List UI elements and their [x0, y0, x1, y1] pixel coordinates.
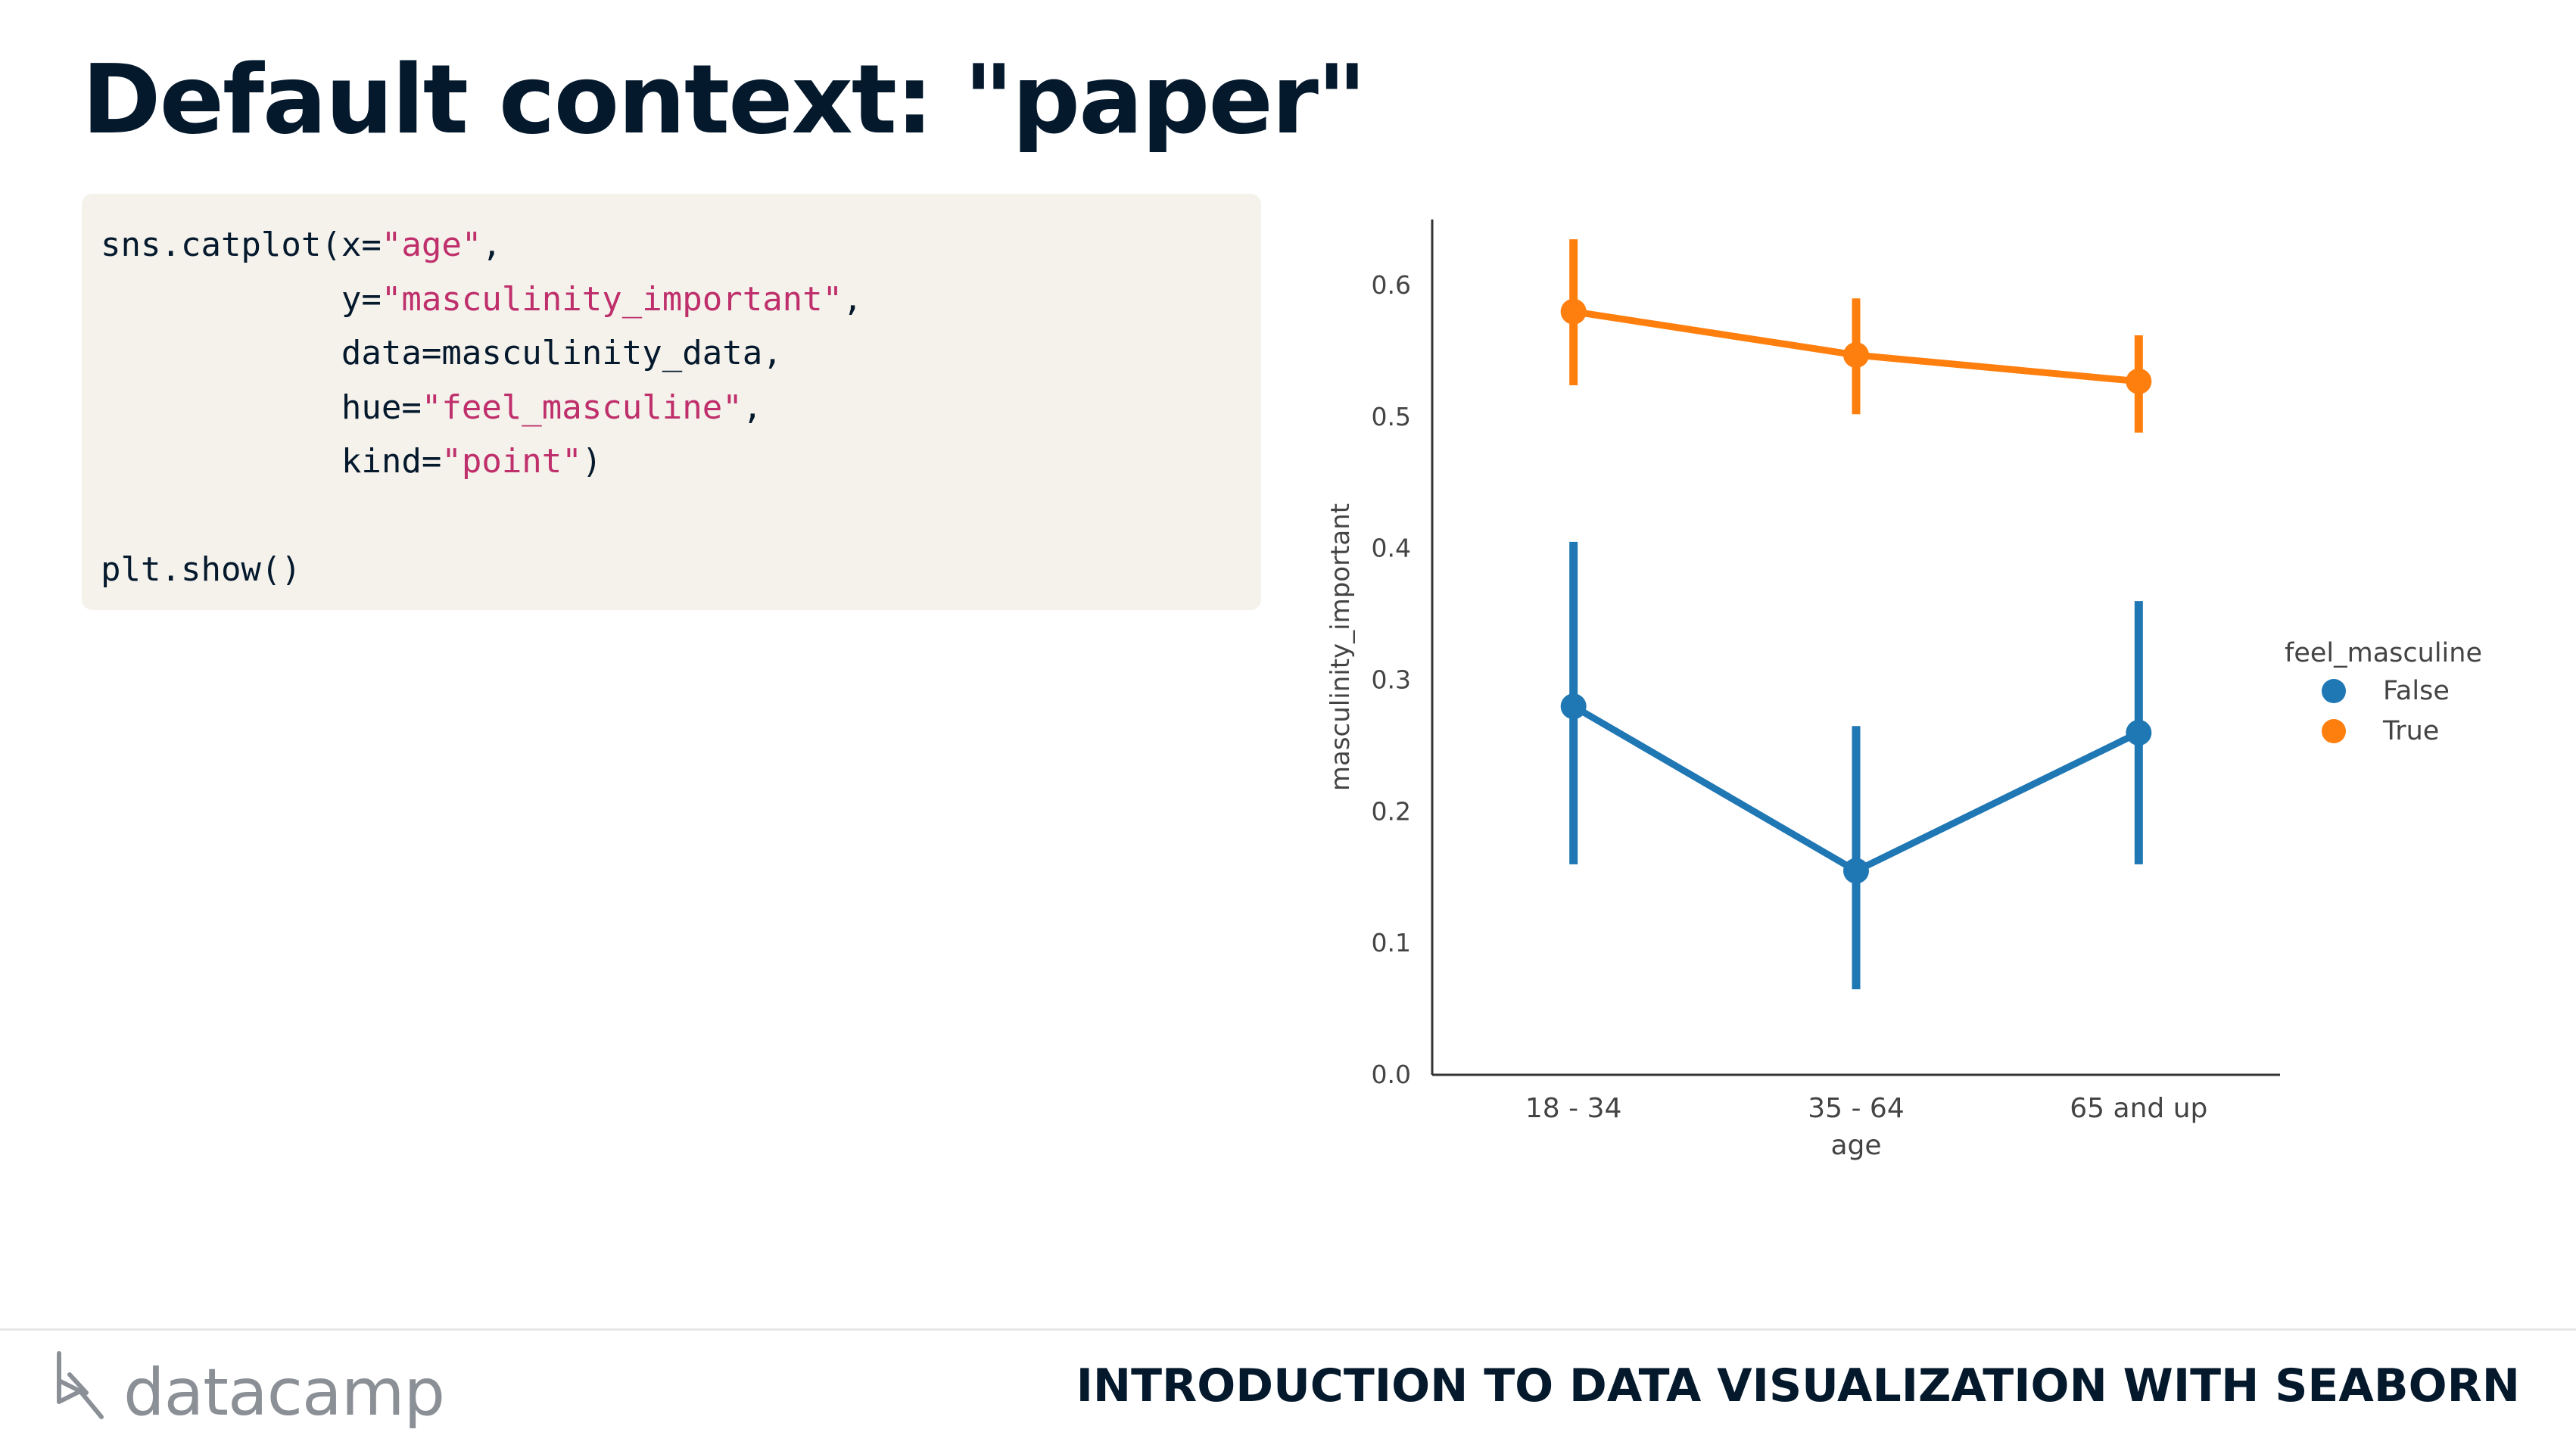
- code-token: y=: [101, 279, 382, 319]
- chart-legend: feel_masculine False True: [2285, 638, 2482, 746]
- code-token: ,: [843, 279, 863, 319]
- code-string-literal: "age": [381, 226, 482, 264]
- code-line: kind="point"): [101, 442, 602, 481]
- y-tick-label: 0.3: [1372, 665, 1411, 694]
- code-line: data=masculinity_data,: [101, 334, 783, 372]
- y-tick-label: 0.6: [1372, 270, 1411, 300]
- y-tick-label: 0.4: [1372, 534, 1411, 563]
- y-axis-label: masculinity_important: [1325, 503, 1356, 791]
- code-token: ,: [481, 226, 502, 264]
- chart-axes: 0.0 0.1 0.2 0.3 0.4 0.5 0.6 18 - 34 35 - 64 65 an…: [1325, 220, 2280, 1161]
- footer-divider: [0, 1328, 2576, 1331]
- y-tick-label: 0.5: [1372, 402, 1411, 431]
- code-string-literal: "feel_masculine": [421, 388, 743, 427]
- point-plot: 0.0 0.1 0.2 0.3 0.4 0.5 0.6 18 - 34 35 - 64 65 an…: [1325, 220, 2482, 1161]
- x-tick-label: 65 and up: [2070, 1093, 2207, 1124]
- data-point: [1843, 858, 1869, 884]
- legend-label: True: [2382, 716, 2439, 746]
- brand-name: datacamp: [123, 1355, 445, 1431]
- legend-marker: [2322, 719, 2346, 743]
- code-token: ,: [742, 388, 763, 427]
- x-axis-label: age: [1830, 1130, 1881, 1161]
- legend-marker: [2322, 679, 2346, 703]
- chart-series: [1560, 239, 2152, 989]
- data-point: [1560, 298, 1587, 325]
- x-tick-label: 18 - 34: [1525, 1093, 1622, 1124]
- data-point: [1843, 342, 1869, 369]
- code-panel: sns.catplot(x="age", y="masculinity_impo…: [82, 194, 1261, 610]
- code-block: sns.catplot(x="age", y="masculinity_impo…: [101, 218, 863, 597]
- series-true: [1560, 239, 2152, 433]
- code-line: sns.catplot(x="age",: [101, 226, 502, 264]
- data-point: [1560, 693, 1587, 720]
- y-tick-label: 0.0: [1372, 1060, 1411, 1089]
- slide-title: Default context: "paper": [82, 44, 1367, 155]
- legend-title: feel_masculine: [2285, 638, 2482, 668]
- data-point: [2126, 368, 2152, 394]
- code-token: data=masculinity_data,: [101, 334, 783, 372]
- course-title: INTRODUCTION TO DATA VISUALIZATION WITH …: [1076, 1359, 2520, 1412]
- x-tick-label: 35 - 64: [1808, 1093, 1905, 1124]
- data-point: [2126, 720, 2152, 746]
- code-token: plt.show(): [101, 550, 301, 589]
- code-string-literal: "masculinity_important": [381, 279, 843, 319]
- code-line: hue="feel_masculine",: [101, 388, 762, 427]
- code-token: kind=: [101, 442, 442, 481]
- code-string-literal: "point": [441, 442, 582, 481]
- code-line: plt.show(): [101, 550, 301, 589]
- datacamp-logo-icon: [57, 1351, 104, 1419]
- code-token: ): [581, 442, 603, 481]
- code-line: y="masculinity_important",: [101, 280, 863, 319]
- series-false: [1560, 541, 2152, 989]
- code-token: hue=: [101, 388, 422, 427]
- y-tick-label: 0.2: [1372, 796, 1411, 826]
- y-tick-label: 0.1: [1372, 928, 1411, 957]
- legend-label: False: [2383, 676, 2450, 706]
- code-token: sns.catplot(x=: [101, 226, 382, 264]
